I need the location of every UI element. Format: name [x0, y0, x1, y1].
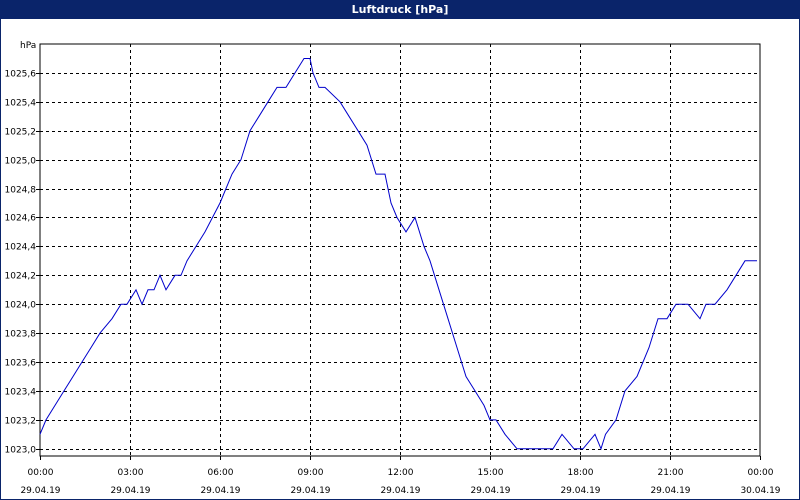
y-tick-label: 1023,4	[5, 388, 37, 398]
x-tick-time-label: 12:00	[388, 468, 414, 478]
x-tick-time-label: 00:00	[28, 468, 54, 478]
y-tick-label: 1023,8	[5, 330, 37, 340]
x-tick-time-label: 06:00	[208, 468, 234, 478]
y-tick-label: 1025,0	[5, 157, 37, 167]
y-tick-label: 1023,2	[5, 417, 37, 427]
y-tick-label: 1024,6	[5, 214, 37, 224]
series-line	[39, 58, 757, 451]
y-tick-label: 1024,8	[5, 186, 37, 196]
window-title: Luftdruck [hPa]	[1, 1, 799, 19]
x-tick-date-label: 29.04.19	[200, 486, 240, 496]
y-tick-label: 1024,4	[5, 243, 37, 253]
x-tick-date-label: 29.04.19	[560, 486, 600, 496]
x-tick-date-label: 29.04.19	[470, 486, 510, 496]
y-tick-label: 1024,0	[5, 301, 37, 311]
x-tick-time-label: 00:00	[748, 468, 774, 478]
y-tick-label: 1024,2	[5, 272, 37, 282]
x-tick-date-label: 29.04.19	[650, 486, 690, 496]
y-tick-label: 1023,6	[5, 359, 37, 369]
x-tick-time-label: 15:00	[478, 468, 504, 478]
x-tick-date-label: 29.04.19	[20, 486, 60, 496]
y-tick-label: 1025,2	[5, 128, 37, 138]
x-tick-date-label: 30.04.19	[740, 486, 780, 496]
x-tick-date-label: 29.04.19	[380, 486, 420, 496]
x-tick-time-label: 21:00	[658, 468, 684, 478]
y-tick-label: 1023,0	[5, 446, 37, 456]
x-tick-date-label: 29.04.19	[290, 486, 330, 496]
x-tick-date-label: 29.04.19	[110, 486, 150, 496]
y-axis-unit-label: hPa	[20, 41, 36, 51]
y-axis: 1023,0 1023,2 1023,4 1023,6 1023,8 1024,0 1024…	[5, 70, 40, 456]
x-axis: 00:00 29.04.19 03:00 29.04.19 06:00 29.04.19 0…	[20, 456, 781, 496]
grid-lines	[40, 44, 760, 456]
y-tick-label: 1025,4	[5, 99, 37, 109]
x-tick-time-label: 18:00	[568, 468, 594, 478]
y-tick-label: 1025,6	[5, 70, 37, 80]
x-tick-time-label: 03:00	[118, 468, 144, 478]
x-tick-time-label: 09:00	[298, 468, 324, 478]
